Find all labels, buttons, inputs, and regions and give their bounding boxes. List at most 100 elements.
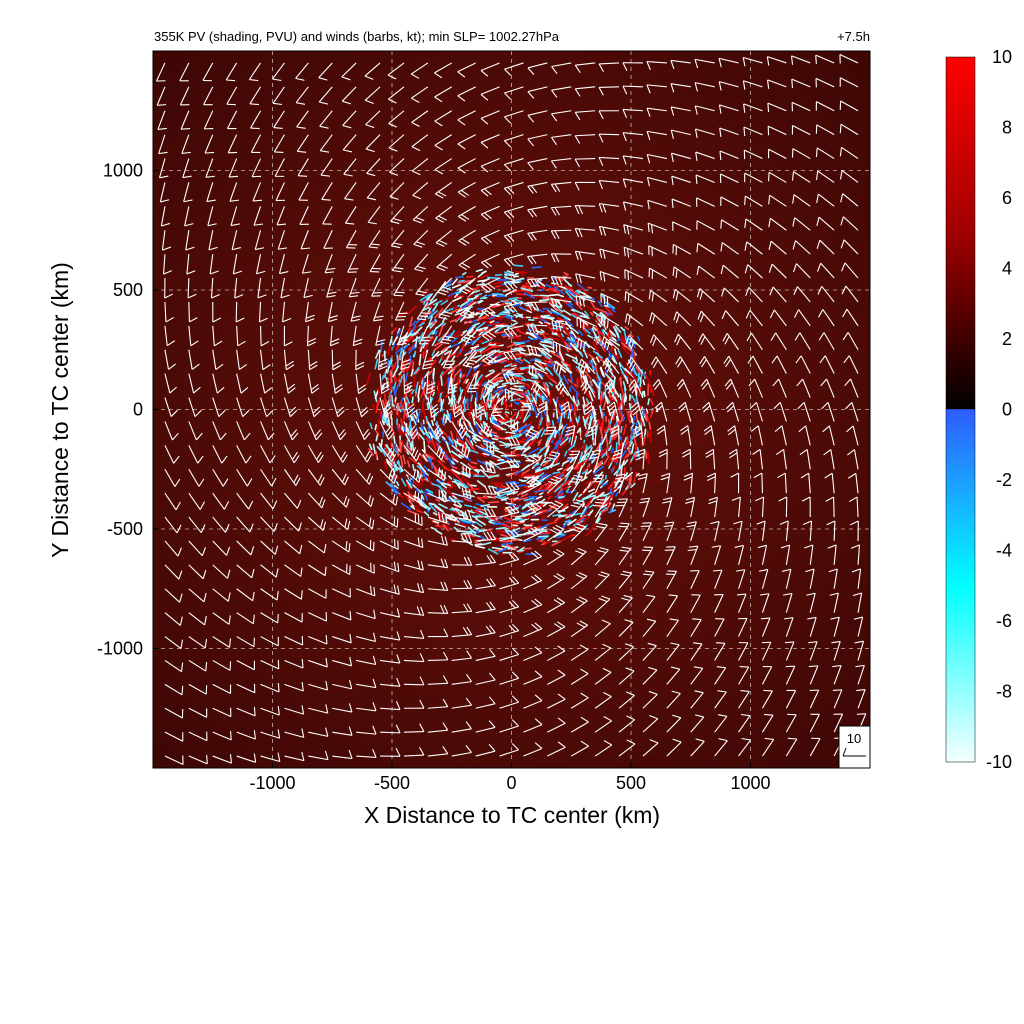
pv-streak — [521, 387, 527, 390]
wind-barb — [819, 355, 835, 374]
pv-streak — [622, 423, 627, 436]
x-tick-label: 500 — [616, 773, 646, 793]
wind-barb — [308, 540, 327, 554]
pv-streak — [424, 370, 430, 378]
pv-streak — [555, 405, 562, 416]
wind-barb — [457, 62, 476, 78]
wind-barb — [696, 288, 716, 303]
pv-streak — [501, 497, 509, 501]
pv-streak — [610, 409, 616, 421]
pv-streak — [423, 343, 428, 357]
pv-streak — [580, 476, 588, 482]
pv-streak — [515, 447, 527, 450]
wind-barb — [295, 62, 309, 81]
wind-barb — [209, 254, 219, 275]
wind-barb — [766, 56, 787, 66]
pv-streak — [471, 437, 477, 444]
pv-streak — [551, 540, 561, 547]
pv-streak — [541, 348, 553, 358]
pv-streak — [546, 490, 556, 496]
pv-streak — [500, 523, 513, 530]
pv-streak — [542, 530, 548, 533]
pv-streak — [496, 493, 501, 497]
wind-barb — [380, 747, 401, 757]
wind-barb — [849, 520, 859, 541]
pv-streak — [611, 336, 616, 341]
pv-streak — [491, 397, 495, 403]
wind-barb — [250, 134, 262, 154]
pv-streak — [642, 408, 646, 416]
pv-streak — [492, 392, 498, 399]
wind-barb — [594, 595, 611, 614]
wind-barb — [371, 277, 383, 297]
wind-barb — [803, 520, 813, 541]
pv-streak — [454, 481, 467, 489]
wind-barb — [626, 357, 644, 374]
pv-streak — [426, 508, 430, 513]
pv-streak — [459, 312, 465, 321]
wind-barb — [451, 397, 463, 418]
pv-streak — [620, 449, 627, 459]
wind-barb — [451, 673, 473, 685]
pv-streak — [616, 396, 620, 407]
pv-streak — [538, 472, 545, 478]
pv-streak — [599, 426, 604, 438]
pv-streak — [514, 270, 525, 275]
pv-streak — [434, 505, 443, 512]
wind-barb — [733, 520, 743, 542]
wind-barb — [499, 600, 520, 614]
wind-barb — [499, 671, 520, 685]
pv-streak — [489, 380, 499, 390]
pv-streak — [562, 363, 569, 370]
wind-barb — [618, 739, 636, 757]
pv-streak — [513, 401, 519, 406]
wind-barb — [656, 425, 668, 446]
pv-streak — [515, 411, 520, 421]
wind-barb — [212, 730, 232, 741]
pv-streak — [576, 362, 586, 369]
pv-streak — [548, 293, 559, 297]
wind-barb — [458, 205, 476, 222]
wind-barb — [403, 606, 425, 616]
wind-barb — [403, 421, 419, 440]
pv-streak — [396, 446, 400, 457]
wind-barb — [282, 301, 292, 323]
wind-barb — [673, 311, 692, 327]
pv-streak — [463, 403, 466, 413]
pv-streak — [493, 522, 505, 525]
wind-barb — [188, 731, 208, 742]
wind-barb — [842, 332, 859, 351]
pv-streak — [457, 280, 469, 284]
wind-barb — [648, 289, 668, 303]
wind-barb — [427, 628, 449, 638]
wind-barb — [260, 752, 281, 763]
pv-streak — [545, 297, 556, 303]
wind-barb — [388, 134, 405, 152]
wind-barb — [662, 497, 673, 518]
pv-streak — [422, 381, 427, 391]
pv-streak — [513, 298, 523, 303]
pv-streak — [532, 388, 538, 394]
wind-barb — [503, 229, 524, 243]
wind-barb — [583, 401, 596, 422]
pv-streak — [523, 525, 532, 531]
pv-streak — [594, 325, 600, 335]
pv-streak — [432, 512, 438, 516]
wind-barb — [475, 397, 485, 419]
pv-streak — [565, 353, 577, 360]
wind-barb — [403, 583, 425, 594]
wind-barb — [801, 496, 811, 518]
wind-barb — [436, 253, 453, 272]
wind-barb — [258, 301, 268, 323]
pv-streak — [394, 463, 398, 472]
wind-barb — [523, 453, 541, 470]
wind-barb — [547, 524, 564, 542]
pv-streak — [602, 343, 608, 351]
wind-barb — [332, 703, 353, 713]
pv-streak — [423, 465, 430, 472]
wind-barb — [822, 425, 835, 446]
pv-streak — [396, 481, 400, 487]
pv-streak — [494, 273, 503, 277]
pv-streak — [625, 361, 630, 372]
pv-streak — [539, 498, 546, 504]
